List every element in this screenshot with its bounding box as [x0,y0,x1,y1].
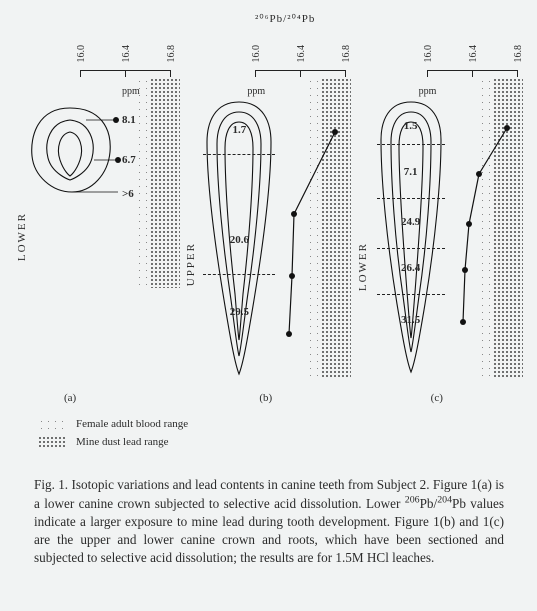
tooth-value: 6.7 [122,154,136,166]
panel-a-letter: (a) [64,392,76,404]
data-point [291,211,297,217]
data-point [289,273,295,279]
legend-row: Female adult blood range [38,418,188,430]
data-point [115,157,121,163]
figure-label: Fig. 1. [34,477,68,492]
panel-b-line [189,42,359,402]
section-divider [377,198,445,199]
tooth-value: 1.7 [227,124,251,136]
panel-c-letter: (c) [431,392,443,404]
panel-a-leads [18,42,188,402]
tooth-value: 31.5 [399,314,423,326]
tooth-value: 24.9 [399,216,423,228]
section-divider [377,144,445,145]
data-point [462,267,468,273]
legend-swatch [38,418,66,430]
legend-swatch [38,436,66,448]
tooth-value: 7.1 [399,166,423,178]
tooth-value: 20.6 [227,234,251,246]
panel-c-line [361,42,531,402]
tooth-value: 8.1 [122,114,136,126]
tooth-value: >6 [122,188,134,200]
legend-label: Mine dust lead range [76,436,169,448]
axis-title: ²⁰⁶Pb/²⁰⁴Pb [255,12,315,25]
tooth-value: 26.4 [399,262,423,274]
data-point [113,117,119,123]
panels-row: 16.016.416.8 ppm LOWER (a) 8.16.7>6 16.0… [18,42,518,402]
legend: Female adult blood range Mine dust lead r… [38,418,188,454]
data-point [286,331,292,337]
panel-b-letter: (b) [259,392,272,404]
figure-caption-text: Isotopic variations and lead contents in… [34,477,504,565]
section-divider [203,274,275,275]
data-point [476,171,482,177]
section-divider [377,294,445,295]
data-point [466,221,472,227]
tooth-value: 29.5 [227,306,251,318]
data-point [504,125,510,131]
tooth-value: 1.5 [399,120,423,132]
data-point [460,319,466,325]
legend-row: Mine dust lead range [38,436,188,448]
panel-c: 16.016.416.8 ppm LOWER (c) 1.57.124.926.… [361,42,518,402]
panel-a: 16.016.416.8 ppm LOWER (a) 8.16.7>6 [18,42,175,402]
data-point [332,129,338,135]
section-divider [377,248,445,249]
figure-caption: Fig. 1. Isotopic variations and lead con… [34,476,504,566]
figure-page: ²⁰⁶Pb/²⁰⁴Pb 16.016.416.8 ppm LOWER (a) 8… [0,0,537,611]
section-divider [203,154,275,155]
panel-b: 16.016.416.8 ppm UPPER (b) 1.720.629.5 [189,42,346,402]
legend-label: Female adult blood range [76,418,188,430]
